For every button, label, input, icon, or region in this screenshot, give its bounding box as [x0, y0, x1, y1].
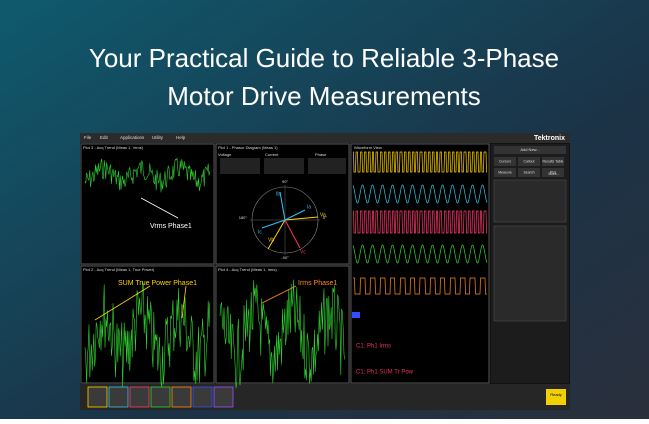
scope-screenshot: File Edit Applications Utility Help Tektroni…	[80, 133, 570, 410]
button-label[interactable]: Search	[523, 170, 534, 174]
channel-chip[interactable]	[108, 386, 129, 408]
waveform-label: C1: Ph1 SUM Tr Pow	[356, 370, 414, 376]
button-label[interactable]: Measure	[498, 170, 512, 174]
trend-trace	[219, 279, 346, 389]
button[interactable]	[494, 168, 516, 177]
channel-chip[interactable]	[213, 386, 234, 408]
menu-item[interactable]: Help	[176, 135, 186, 140]
arrow	[261, 285, 297, 304]
waveform-view	[350, 143, 490, 384]
button-label[interactable]: Results Table	[543, 159, 564, 163]
vector-label: Ib	[276, 191, 280, 197]
arrow	[140, 197, 179, 219]
vector	[284, 216, 319, 221]
angle-label: 0°	[323, 215, 327, 220]
menu-bar	[80, 133, 570, 143]
button-label[interactable]: Cursors	[499, 159, 512, 163]
vector-label: Ic	[258, 229, 262, 235]
vector	[284, 209, 306, 221]
phasor-col: Phase	[315, 152, 327, 157]
vector-label: Ia	[307, 204, 311, 210]
panel-title: Plot 1 - Phasor Diagram (Meas 1)	[218, 145, 278, 150]
menu-item[interactable]: Utility	[152, 135, 164, 140]
channel-chip[interactable]	[129, 386, 150, 408]
button[interactable]	[542, 157, 564, 166]
brand: Tektronix	[534, 135, 565, 142]
button-label[interactable]: Plot	[550, 170, 556, 174]
button[interactable]	[494, 157, 516, 166]
channel-chip[interactable]	[171, 386, 192, 408]
button-label[interactable]: More...	[549, 172, 560, 176]
phasor-col: Current	[265, 152, 279, 157]
annotation: Irms Phase1	[298, 280, 337, 287]
menu-item[interactable]: File	[84, 135, 92, 140]
vector	[284, 219, 301, 249]
phasor-table	[264, 158, 304, 174]
waveform-trace	[353, 277, 487, 295]
button[interactable]	[518, 157, 540, 166]
angle-label: -90°	[281, 255, 289, 260]
phasor-table	[220, 158, 260, 174]
angle-label: 90°	[282, 179, 288, 184]
trend-trace	[84, 157, 211, 193]
button[interactable]	[518, 168, 540, 177]
channel-marker	[352, 312, 360, 318]
vector	[261, 219, 286, 229]
panel-title: Plot 2 - Acq Trend (Meas 1, True Power)	[83, 267, 155, 272]
menu-item[interactable]: Applications	[120, 135, 145, 140]
annotation: Vrms Phase1	[150, 223, 192, 230]
channel-chip[interactable]	[192, 386, 213, 408]
vector-label: Vb	[268, 237, 274, 243]
angle-label: 180°	[239, 215, 248, 220]
plot3	[80, 143, 215, 265]
panel-title: Plot 4 - Acq Trend (Meas 1, Irms)	[218, 267, 277, 272]
waveform-trace	[353, 151, 487, 173]
arrow	[94, 285, 151, 321]
add-new[interactable]	[494, 146, 566, 154]
info-box	[493, 179, 567, 223]
waveform-trace	[352, 184, 488, 204]
status: Ready	[550, 392, 562, 397]
title: Your Practical Guide to Reliable 3-Phase	[89, 43, 559, 73]
panel-title: Waveform View	[354, 145, 382, 150]
vector-label: Vc	[300, 249, 306, 255]
button[interactable]	[542, 168, 564, 177]
waveform-label: C1: Ph1 Irms	[356, 344, 391, 350]
waveform-trace	[352, 244, 488, 264]
phasor-col: Voltage	[218, 152, 232, 157]
results-box	[493, 225, 567, 322]
arrow	[181, 285, 187, 319]
status-button[interactable]	[546, 389, 566, 405]
panel-title: Plot 3 - Acq Trend (Meas 1, Vrms)	[83, 145, 144, 150]
button-label[interactable]: Callout	[524, 159, 535, 163]
trend-trace	[84, 281, 211, 389]
phasor-table	[308, 158, 346, 174]
channel-chip[interactable]	[150, 386, 171, 408]
vector	[279, 191, 286, 221]
vector	[267, 219, 286, 250]
menu-item[interactable]: Edit	[100, 135, 109, 140]
annotation: SUM True Power Phase1	[118, 280, 197, 287]
title: Motor Drive Measurements	[167, 81, 481, 111]
vector-label: Va	[320, 212, 326, 218]
waveform-trace	[353, 210, 487, 234]
add-new-label: Add New...	[520, 147, 539, 152]
channel-chip[interactable]	[87, 386, 108, 408]
